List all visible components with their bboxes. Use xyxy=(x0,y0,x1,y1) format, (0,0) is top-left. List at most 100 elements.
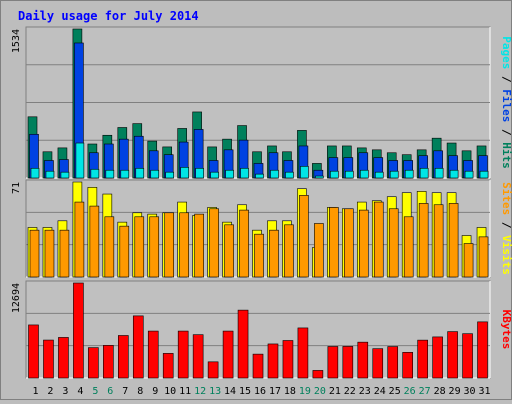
bar-pages xyxy=(120,169,130,179)
day-bar-group xyxy=(162,212,175,278)
x-tick-label: 14 xyxy=(224,386,236,397)
bar-sites xyxy=(329,207,339,278)
bar-sites xyxy=(119,225,130,278)
bar-pages xyxy=(240,167,249,179)
bar-pages xyxy=(479,170,489,179)
bar-pages xyxy=(285,171,294,179)
bar-pages xyxy=(255,173,264,179)
bar-kbytes xyxy=(177,330,189,379)
day-bar-group xyxy=(372,348,384,379)
bar-sites xyxy=(149,216,160,278)
chart-panel-2: 71 Sites / Visits xyxy=(11,179,512,278)
bar-kbytes xyxy=(417,339,428,379)
day-bar-group xyxy=(312,223,324,278)
day-bar-group xyxy=(28,324,39,379)
day-bar-group xyxy=(297,130,309,179)
x-tick-label: 7 xyxy=(122,386,128,397)
bar-kbytes xyxy=(73,282,84,379)
x-tick-label: 13 xyxy=(209,386,221,397)
bar-pages xyxy=(90,168,100,179)
day-bar-group xyxy=(312,370,324,379)
day-bar-group xyxy=(282,340,294,379)
x-tick-label: 16 xyxy=(254,386,266,397)
day-bar-group xyxy=(282,151,294,179)
bar-pages xyxy=(165,171,175,179)
x-tick-label: 5 xyxy=(92,386,98,397)
day-bar-group xyxy=(417,339,428,379)
bar-pages xyxy=(210,171,219,179)
bar-pages xyxy=(419,167,429,179)
bar-pages xyxy=(464,170,474,179)
x-tick-label: 10 xyxy=(164,386,176,397)
day-bar-group xyxy=(401,192,414,278)
bar-pages xyxy=(270,169,279,179)
day-bar-group xyxy=(357,341,369,379)
day-bar-group xyxy=(356,201,369,278)
bar-sites xyxy=(314,223,324,278)
day-bar-group xyxy=(147,330,159,379)
day-bar-group xyxy=(297,188,309,278)
day-bar-group xyxy=(386,152,399,179)
day-bar-group xyxy=(192,111,204,179)
bar-pages xyxy=(195,167,204,179)
series-separator: / xyxy=(500,215,512,235)
bar-sites xyxy=(104,216,115,278)
bar-pages xyxy=(345,170,354,179)
bar-sites xyxy=(463,243,474,278)
x-tick-label: 12 xyxy=(194,386,206,397)
day-bar-group xyxy=(102,193,115,278)
series-axis-label: KBytes xyxy=(500,310,512,350)
day-bar-group xyxy=(132,123,145,179)
bar-kbytes xyxy=(267,343,279,379)
day-bar-group xyxy=(87,187,100,278)
x-tick-label: 17 xyxy=(269,386,281,397)
series-label-kbytes: KBytes xyxy=(500,310,512,350)
bar-kbytes xyxy=(297,327,309,379)
bar-sites xyxy=(448,203,459,278)
bar-pages xyxy=(105,169,115,179)
x-tick-label: 19 xyxy=(299,386,311,397)
bar-pages xyxy=(449,169,459,179)
day-bar-group xyxy=(207,207,219,278)
series-axis-label: Pages / Files / Hits xyxy=(500,36,512,169)
day-bar-group xyxy=(252,151,264,179)
day-bar-group xyxy=(477,321,488,379)
bar-sites xyxy=(254,233,264,278)
bar-sites xyxy=(134,216,145,278)
bar-sites xyxy=(269,229,279,278)
day-bar-group xyxy=(327,145,339,179)
bar-sites xyxy=(164,212,175,278)
day-bar-group xyxy=(207,361,219,379)
day-bar-group xyxy=(267,220,279,278)
x-tick-label: 24 xyxy=(374,386,386,397)
bar-pages xyxy=(45,170,55,179)
bar-kbytes xyxy=(58,337,69,379)
day-bar-group xyxy=(222,138,234,179)
day-bar-group xyxy=(73,282,84,379)
day-bar-group xyxy=(386,196,399,278)
bar-sites xyxy=(224,224,234,278)
bar-sites xyxy=(59,229,70,278)
day-bar-group xyxy=(267,343,279,379)
y-max-label: 71 xyxy=(11,182,22,194)
bar-pages xyxy=(359,169,369,179)
chart-title: Daily usage for July 2014 xyxy=(18,9,199,23)
x-tick-label: 18 xyxy=(284,386,296,397)
x-tick-label: 3 xyxy=(62,386,68,397)
bar-kbytes xyxy=(342,346,354,379)
series-separator: / xyxy=(500,122,512,142)
x-tick-label: 6 xyxy=(107,386,113,397)
day-bar-group xyxy=(461,150,474,179)
bar-sites xyxy=(388,208,399,278)
bar-sites xyxy=(194,213,204,278)
day-bar-group xyxy=(446,192,459,278)
day-bar-group xyxy=(72,181,85,278)
bar-sites xyxy=(373,201,384,278)
day-bar-group xyxy=(43,339,54,379)
bar-kbytes xyxy=(327,346,339,379)
x-tick-label: 26 xyxy=(404,386,416,397)
day-bar-group xyxy=(447,331,458,379)
day-bar-group xyxy=(431,137,444,179)
bar-sites xyxy=(209,208,219,278)
